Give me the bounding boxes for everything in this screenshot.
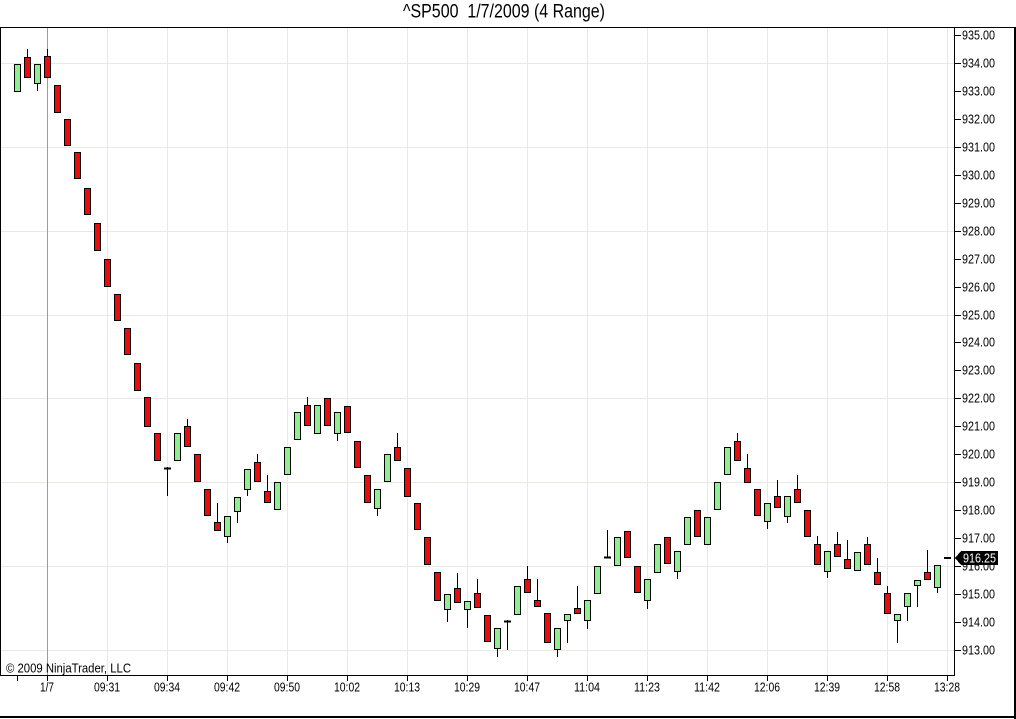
svg-text:919.00: 919.00 <box>962 476 995 490</box>
svg-text:915.00: 915.00 <box>962 588 995 602</box>
svg-text:09:42: 09:42 <box>214 681 240 695</box>
svg-text:12:39: 12:39 <box>814 681 840 695</box>
svg-text:932.00: 932.00 <box>962 113 995 127</box>
svg-text:918.00: 918.00 <box>962 504 995 518</box>
svg-text:914.00: 914.00 <box>962 616 995 630</box>
svg-text:925.00: 925.00 <box>962 309 995 323</box>
svg-text:10:02: 10:02 <box>334 681 360 695</box>
svg-text:913.00: 913.00 <box>962 644 995 658</box>
svg-text:924.00: 924.00 <box>962 336 995 350</box>
svg-text:11:04: 11:04 <box>574 681 600 695</box>
svg-text:13:28: 13:28 <box>934 681 960 695</box>
svg-text:12:58: 12:58 <box>874 681 900 695</box>
svg-text:1/7: 1/7 <box>40 681 54 695</box>
svg-text:© 2009 NinjaTrader, LLC: © 2009 NinjaTrader, LLC <box>6 662 131 676</box>
svg-text:10:29: 10:29 <box>454 681 480 695</box>
svg-text:922.00: 922.00 <box>962 392 995 406</box>
svg-text:12:06: 12:06 <box>754 681 780 695</box>
svg-text:930.00: 930.00 <box>962 169 995 183</box>
svg-text:09:31: 09:31 <box>94 681 120 695</box>
svg-text:926.00: 926.00 <box>962 281 995 295</box>
svg-text:10:13: 10:13 <box>394 681 420 695</box>
svg-text:935.00: 935.00 <box>962 29 995 43</box>
svg-text:928.00: 928.00 <box>962 225 995 239</box>
svg-text:929.00: 929.00 <box>962 197 995 211</box>
svg-text:11:23: 11:23 <box>634 681 660 695</box>
svg-text:09:34: 09:34 <box>154 681 180 695</box>
svg-text:920.00: 920.00 <box>962 448 995 462</box>
svg-text:916.25: 916.25 <box>963 552 996 566</box>
svg-text:10:47: 10:47 <box>514 681 540 695</box>
svg-text:917.00: 917.00 <box>962 532 995 546</box>
svg-text:923.00: 923.00 <box>962 364 995 378</box>
svg-text:933.00: 933.00 <box>962 85 995 99</box>
svg-text:11:42: 11:42 <box>694 681 720 695</box>
svg-text:^SP500 1/7/2009 (4 Range): ^SP500 1/7/2009 (4 Range) <box>403 2 605 23</box>
svg-text:934.00: 934.00 <box>962 57 995 71</box>
svg-text:09:50: 09:50 <box>274 681 300 695</box>
svg-text:927.00: 927.00 <box>962 253 995 267</box>
svg-text:931.00: 931.00 <box>962 141 995 155</box>
svg-text:921.00: 921.00 <box>962 420 995 434</box>
